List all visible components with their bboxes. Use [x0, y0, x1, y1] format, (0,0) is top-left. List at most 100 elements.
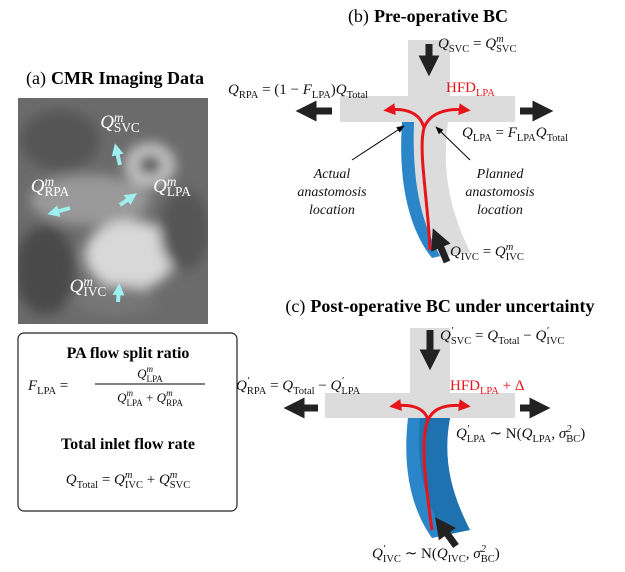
formula-text: = [471, 328, 487, 344]
formula-text: ∼ N( [401, 546, 437, 562]
formula-symbol: Q [536, 328, 547, 344]
formula-symbol: Q [159, 472, 170, 488]
annotation: Actual [313, 167, 351, 182]
formula-symbol: Q [495, 244, 506, 260]
formula-subscript: SVC [114, 120, 140, 135]
formula-symbol: Q [100, 112, 114, 133]
formula-subscript: LPA [167, 184, 191, 199]
formula-text: = [469, 36, 485, 52]
formula-subscript: Total [498, 336, 520, 347]
formula-subscript: LPA [532, 434, 551, 445]
formula-subscript: IVC [125, 480, 143, 491]
panel-title-text: Post-operative BC under uncertainty [310, 296, 594, 316]
formula-subscript: IVC [448, 554, 466, 565]
formula-symbol: Q [31, 176, 45, 197]
formula-superscript: m [147, 364, 154, 374]
formula-subscript: LPA [517, 133, 536, 144]
annotation: anastomosis [297, 185, 367, 200]
formula-subscript: LPA [147, 374, 164, 384]
formula-symbol: Q [282, 378, 293, 394]
formula-subscript: LPA [480, 386, 499, 397]
formula-subscript: RPA [239, 90, 259, 101]
formula-subscript: LPA [37, 386, 56, 397]
formula-subscript: IVC [383, 554, 401, 565]
formula-subscript: SVC [449, 44, 469, 55]
formula-symbol: Q [450, 244, 461, 260]
figure: (a)CMR Imaging DataQmSVCQmRPAQmLPAQmIVCP… [0, 0, 625, 572]
panel-label: (c) [285, 296, 305, 317]
formula-text: = [56, 378, 68, 394]
formula-symbol: Q [114, 472, 125, 488]
formula-text: + [143, 390, 157, 405]
formula-subscript: Total [293, 386, 315, 397]
formula-symbol: Q [70, 276, 84, 297]
panel-title: (a)CMR Imaging Data [26, 68, 204, 89]
formula-symbol: Q [462, 125, 473, 141]
formula-symbol: Q [153, 176, 167, 197]
formula-subscript: RPA [166, 398, 183, 408]
formula-symbol: HFD [446, 80, 476, 96]
formula-subscript: LPA [126, 398, 143, 408]
formula-subscript: IVC [83, 284, 106, 299]
formula-symbol: Q [66, 472, 77, 488]
formula-subscript: LPA [467, 434, 486, 445]
formula-subscript: LPA [476, 88, 495, 99]
formula-subscript: Total [77, 480, 99, 491]
formula-symbol: Q [336, 82, 347, 98]
box-heading: Total inlet flow rate [61, 436, 195, 453]
formula: QLPA = FLPAQTotal [462, 125, 568, 144]
formula: Q′IVC ∼ N(QIVC, σ2BC) [372, 544, 500, 565]
formula-text: , [466, 546, 474, 562]
formula-symbol: Q [228, 82, 239, 98]
formula-text: = (1 − [258, 82, 302, 98]
formula-subscript: LPA [473, 133, 492, 144]
annotation: location [309, 203, 355, 218]
formula-text: = [492, 125, 508, 141]
pre-op-diagram [304, 40, 545, 262]
formula: Q′SVC = QTotal − Q′IVC [440, 326, 564, 347]
formula-text: ) [495, 546, 500, 562]
formula-symbol: HFD [450, 378, 480, 394]
formula-symbol: Q [536, 125, 547, 141]
formula-symbol: Q [485, 36, 496, 52]
annotation: Planned [476, 167, 525, 182]
formula-symbol: Q [440, 328, 451, 344]
formula-text: ∼ N( [486, 426, 522, 442]
formula-subscript: IVC [506, 252, 524, 263]
panel-title-text: Pre-operative BC [374, 6, 508, 26]
formula-symbol: Q [438, 36, 449, 52]
panel-title: (c)Post-operative BC under uncertainty [285, 296, 594, 317]
formula-subscript: BC [566, 434, 580, 445]
formula-superscript: m [126, 388, 133, 398]
formula-subscript: SVC [170, 480, 190, 491]
formula-text: ) [580, 426, 585, 442]
panel-label: (a) [26, 68, 46, 89]
formula-subscript: LPA [341, 386, 360, 397]
formula-symbol: Q [236, 378, 247, 394]
formula-subscript: RPA [247, 386, 267, 397]
panel-label: (b) [348, 6, 369, 27]
formula-text: + [143, 472, 159, 488]
formula-subscript: RPA [45, 184, 70, 199]
formula: QRPA = (1 − FLPA)QTotal [228, 82, 368, 101]
panel-title-text: CMR Imaging Data [51, 68, 204, 88]
formula-subscript: BC [481, 554, 495, 565]
panel-title: (b)Pre-operative BC [348, 6, 508, 27]
formula-symbol: Q [456, 426, 467, 442]
formula-subscript: SVC [496, 44, 516, 55]
formula-text: = [266, 378, 282, 394]
annotation: location [477, 203, 523, 218]
formula-superscript: m [166, 388, 173, 398]
formula-symbol: Q [372, 546, 383, 562]
formula-subscript: LPA [312, 90, 331, 101]
formula-text: = [479, 244, 495, 260]
box-heading: PA flow split ratio [67, 345, 190, 362]
formula-subscript: Total [547, 133, 569, 144]
formula-symbol: Q [487, 328, 498, 344]
formula-symbol: Q [331, 378, 342, 394]
formula-subscript: IVC [546, 336, 564, 347]
formula-text: − [315, 378, 331, 394]
annotation: anastomosis [465, 185, 535, 200]
